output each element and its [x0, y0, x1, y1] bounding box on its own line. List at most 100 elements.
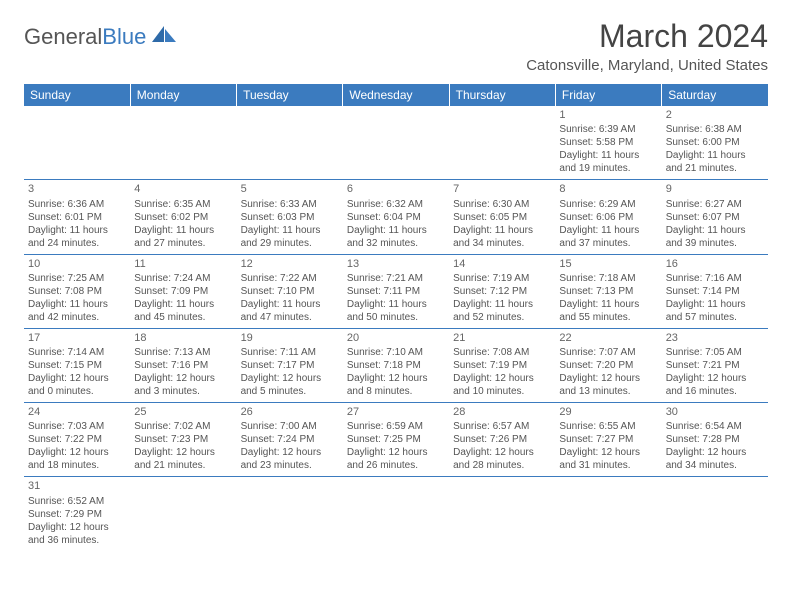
cell-line: Daylight: 11 hours: [28, 298, 126, 311]
cell-line: Sunset: 5:58 PM: [559, 136, 657, 149]
cell-line: and 39 minutes.: [666, 237, 764, 250]
cell-line: Sunrise: 6:55 AM: [559, 420, 657, 433]
day-number: 17: [28, 331, 126, 345]
calendar-cell: [555, 477, 661, 551]
day-header: Monday: [130, 84, 236, 106]
cell-line: Sunrise: 6:52 AM: [28, 495, 126, 508]
brand-general: General: [24, 24, 102, 50]
cell-line: Sunset: 7:24 PM: [241, 433, 339, 446]
cell-line: Sunrise: 6:39 AM: [559, 123, 657, 136]
cell-line: and 24 minutes.: [28, 237, 126, 250]
calendar-cell: 30Sunrise: 6:54 AMSunset: 7:28 PMDayligh…: [662, 403, 768, 477]
cell-line: Sunrise: 6:59 AM: [347, 420, 445, 433]
cell-line: and 31 minutes.: [559, 459, 657, 472]
cell-line: and 27 minutes.: [134, 237, 232, 250]
cell-line: Daylight: 11 hours: [453, 298, 551, 311]
calendar-row: 3Sunrise: 6:36 AMSunset: 6:01 PMDaylight…: [24, 180, 768, 254]
cell-line: and 52 minutes.: [453, 311, 551, 324]
cell-line: and 47 minutes.: [241, 311, 339, 324]
cell-line: Daylight: 12 hours: [134, 446, 232, 459]
header: GeneralBlue March 2024 Catonsville, Mary…: [24, 18, 768, 74]
cell-line: Sunset: 7:12 PM: [453, 285, 551, 298]
day-number: 24: [28, 405, 126, 419]
cell-line: and 55 minutes.: [559, 311, 657, 324]
cell-line: and 45 minutes.: [134, 311, 232, 324]
cell-line: Sunrise: 7:08 AM: [453, 346, 551, 359]
calendar-cell: [130, 477, 236, 551]
cell-line: Sunrise: 6:32 AM: [347, 198, 445, 211]
calendar-head: SundayMondayTuesdayWednesdayThursdayFrid…: [24, 84, 768, 106]
day-number: 18: [134, 331, 232, 345]
cell-line: Sunrise: 6:27 AM: [666, 198, 764, 211]
day-number: 7: [453, 182, 551, 196]
calendar-row: 10Sunrise: 7:25 AMSunset: 7:08 PMDayligh…: [24, 254, 768, 328]
calendar-cell: 7Sunrise: 6:30 AMSunset: 6:05 PMDaylight…: [449, 180, 555, 254]
cell-line: Sunset: 7:10 PM: [241, 285, 339, 298]
cell-line: Sunrise: 7:05 AM: [666, 346, 764, 359]
calendar-cell: 25Sunrise: 7:02 AMSunset: 7:23 PMDayligh…: [130, 403, 236, 477]
cell-line: Daylight: 11 hours: [666, 149, 764, 162]
day-number: 2: [666, 108, 764, 122]
calendar-cell: [449, 477, 555, 551]
sail-icon: [150, 24, 178, 50]
calendar-cell: 21Sunrise: 7:08 AMSunset: 7:19 PMDayligh…: [449, 328, 555, 402]
cell-line: Daylight: 12 hours: [28, 446, 126, 459]
calendar-cell: 8Sunrise: 6:29 AMSunset: 6:06 PMDaylight…: [555, 180, 661, 254]
calendar-cell: 22Sunrise: 7:07 AMSunset: 7:20 PMDayligh…: [555, 328, 661, 402]
cell-line: Sunset: 6:05 PM: [453, 211, 551, 224]
day-number: 22: [559, 331, 657, 345]
cell-line: Sunset: 7:28 PM: [666, 433, 764, 446]
brand-logo: GeneralBlue: [24, 24, 178, 50]
cell-line: Daylight: 12 hours: [559, 372, 657, 385]
cell-line: Daylight: 11 hours: [559, 298, 657, 311]
calendar-cell: [343, 106, 449, 180]
cell-line: Sunrise: 7:22 AM: [241, 272, 339, 285]
day-header: Friday: [555, 84, 661, 106]
calendar-cell: 16Sunrise: 7:16 AMSunset: 7:14 PMDayligh…: [662, 254, 768, 328]
day-number: 5: [241, 182, 339, 196]
cell-line: and 16 minutes.: [666, 385, 764, 398]
month-title: March 2024: [526, 18, 768, 55]
cell-line: and 57 minutes.: [666, 311, 764, 324]
day-number: 21: [453, 331, 551, 345]
cell-line: and 21 minutes.: [666, 162, 764, 175]
cell-line: Daylight: 11 hours: [666, 224, 764, 237]
cell-line: Sunset: 6:07 PM: [666, 211, 764, 224]
day-number: 6: [347, 182, 445, 196]
calendar-cell: [130, 106, 236, 180]
cell-line: and 42 minutes.: [28, 311, 126, 324]
cell-line: Sunrise: 7:21 AM: [347, 272, 445, 285]
day-number: 10: [28, 257, 126, 271]
calendar-cell: [24, 106, 130, 180]
day-number: 25: [134, 405, 232, 419]
day-header: Sunday: [24, 84, 130, 106]
calendar-cell: 2Sunrise: 6:38 AMSunset: 6:00 PMDaylight…: [662, 106, 768, 180]
day-number: 23: [666, 331, 764, 345]
cell-line: and 10 minutes.: [453, 385, 551, 398]
cell-line: Daylight: 11 hours: [134, 224, 232, 237]
cell-line: Sunrise: 7:16 AM: [666, 272, 764, 285]
calendar-cell: 24Sunrise: 7:03 AMSunset: 7:22 PMDayligh…: [24, 403, 130, 477]
calendar-cell: 29Sunrise: 6:55 AMSunset: 7:27 PMDayligh…: [555, 403, 661, 477]
cell-line: Daylight: 12 hours: [666, 372, 764, 385]
calendar-row: 17Sunrise: 7:14 AMSunset: 7:15 PMDayligh…: [24, 328, 768, 402]
cell-line: Sunset: 7:27 PM: [559, 433, 657, 446]
cell-line: and 19 minutes.: [559, 162, 657, 175]
location: Catonsville, Maryland, United States: [526, 57, 768, 74]
cell-line: Sunset: 7:15 PM: [28, 359, 126, 372]
day-number: 12: [241, 257, 339, 271]
cell-line: Daylight: 12 hours: [241, 372, 339, 385]
day-header: Wednesday: [343, 84, 449, 106]
calendar-cell: 6Sunrise: 6:32 AMSunset: 6:04 PMDaylight…: [343, 180, 449, 254]
cell-line: Sunset: 7:25 PM: [347, 433, 445, 446]
day-header: Saturday: [662, 84, 768, 106]
cell-line: and 36 minutes.: [28, 534, 126, 547]
cell-line: Daylight: 11 hours: [453, 224, 551, 237]
calendar-cell: [237, 106, 343, 180]
cell-line: Daylight: 11 hours: [347, 298, 445, 311]
cell-line: Sunrise: 7:02 AM: [134, 420, 232, 433]
cell-line: Sunset: 6:01 PM: [28, 211, 126, 224]
cell-line: Daylight: 11 hours: [241, 298, 339, 311]
brand-blue: Blue: [102, 24, 146, 50]
day-number: 4: [134, 182, 232, 196]
